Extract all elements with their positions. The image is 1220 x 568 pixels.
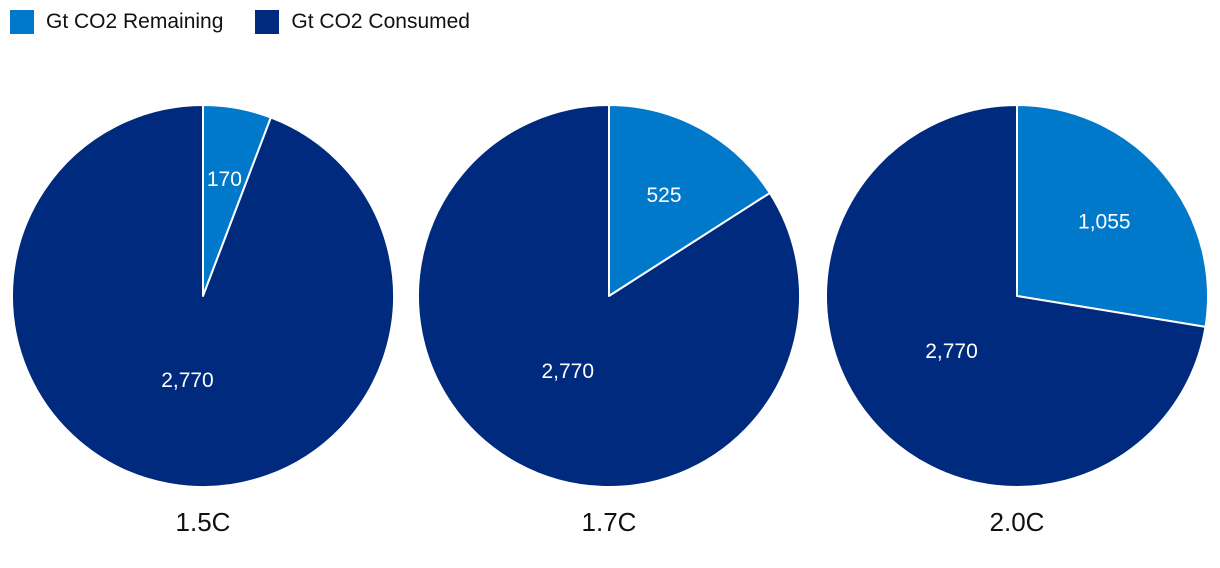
pie-3: 1,055 2,770 2.0C — [825, 104, 1209, 537]
legend-label-remaining: Gt CO2 Remaining — [46, 10, 224, 33]
pie-3-slice-gt-co2-remaining — [1016, 104, 1209, 328]
pie-1-title: 1.5C — [176, 507, 231, 537]
pie-2-slice-gt-co2-consumed — [417, 104, 801, 488]
pie-3-label-gt-co2-remaining: 1,055 — [1078, 210, 1131, 233]
pie-1-label-gt-co2-remaining: 170 — [207, 168, 242, 191]
pie-3-slice-gt-co2-consumed — [825, 104, 1207, 488]
pie-1-slice-gt-co2-consumed — [11, 104, 395, 488]
legend-swatch-consumed — [255, 10, 280, 34]
legend-item-remaining: Gt CO2 Remaining — [10, 10, 223, 34]
pie-2-label-gt-co2-remaining: 525 — [646, 184, 681, 207]
pie-1-label-gt-co2-consumed: 2,770 — [161, 369, 214, 392]
legend-swatch-remaining — [10, 10, 34, 34]
pie-3-label-gt-co2-consumed: 2,770 — [925, 340, 978, 363]
pie-2: 525 2,770 1.7C — [417, 104, 801, 537]
pie-2-label-gt-co2-consumed: 2,770 — [541, 360, 594, 383]
pie-1: 170 2,770 1.5C — [11, 104, 395, 537]
pie-2-title: 1.7C — [582, 507, 637, 537]
legend-item-consumed: Gt CO2 Consumed — [255, 10, 470, 34]
legend-label-consumed: Gt CO2 Consumed — [291, 10, 470, 33]
pie-2-slice-gt-co2-remaining — [608, 104, 771, 297]
chart-legend: Gt CO2 Remaining Gt CO2 Consumed — [10, 10, 470, 34]
pie-3-title: 2.0C — [990, 507, 1045, 537]
